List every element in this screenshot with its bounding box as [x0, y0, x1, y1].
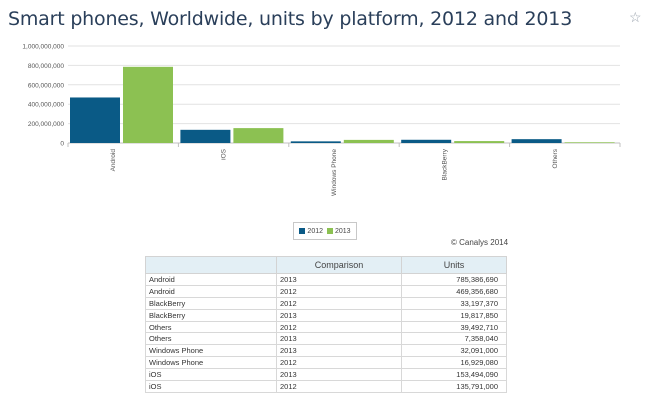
bar-others-2013 — [564, 142, 615, 143]
bar-android-2012 — [70, 97, 120, 143]
bar-windows-phone-2012 — [290, 141, 341, 143]
credit-text: © Canalys 2014 — [451, 238, 509, 247]
x-tick-label: BlackBerry — [441, 148, 448, 180]
table-cell-platform: iOS — [145, 368, 277, 382]
table-cell-units: 16,929,080 — [401, 356, 507, 370]
table-cell-comparison: 2012 — [276, 356, 402, 370]
legend-swatch-2013 — [327, 228, 333, 234]
table-cell-units: 469,356,680 — [401, 284, 507, 298]
table-cell-platform: Android — [145, 273, 277, 286]
table-cell-comparison: 2013 — [276, 273, 402, 286]
bar-android-2013 — [123, 66, 173, 143]
table-cell-comparison: 2012 — [276, 284, 402, 298]
table-cell-units: 785,386,690 — [401, 273, 507, 286]
table-cell-platform: Windows Phone — [145, 356, 277, 370]
table-row: Windows Phone 2013 32,091,000 — [145, 344, 507, 358]
table-row: Others 2012 39,492,710 — [145, 320, 507, 334]
table-cell-platform: Others — [145, 332, 277, 346]
table-cell-comparison: 2012 — [276, 296, 402, 310]
y-tick-label: 200,000,000 — [28, 121, 65, 128]
table-row: BlackBerry 2012 33,197,370 — [145, 296, 507, 310]
y-tick-label: 1,000,000,000 — [22, 44, 64, 51]
table-cell-units: 7,358,040 — [401, 332, 507, 346]
table-cell-units: 32,091,000 — [401, 344, 507, 358]
table-body: Android 2013 785,386,690 Android 2012 469,356… — [145, 273, 507, 393]
bar-blackberry-2012 — [401, 139, 452, 143]
table-cell-units: 153,494,090 — [401, 368, 507, 382]
y-tick-label: 400,000,000 — [28, 102, 65, 109]
table-cell-units: 39,492,710 — [401, 320, 507, 334]
table-header-units[interactable]: Units — [401, 256, 507, 274]
x-tick-label: Android — [110, 149, 117, 172]
table-cell-units: 135,791,000 — [401, 380, 507, 393]
bar-ios-2012 — [180, 129, 231, 143]
bar-ios-2013 — [233, 128, 284, 143]
x-tick-label: iOS — [221, 148, 228, 160]
legend-item-2012[interactable]: 2012 — [299, 228, 323, 235]
table-row: BlackBerry 2013 19,817,850 — [145, 308, 507, 322]
legend-item-2013[interactable]: 2013 — [327, 228, 351, 235]
table-row: Android 2013 785,386,690 — [145, 273, 507, 286]
table-cell-comparison: 2013 — [276, 332, 402, 346]
legend-swatch-2012 — [299, 228, 306, 234]
star-icon[interactable]: ☆ — [629, 9, 642, 25]
table-header-comparison[interactable]: Comparison — [276, 256, 402, 274]
bar-windows-phone-2013 — [343, 139, 394, 143]
legend-label-2012: 2012 — [307, 227, 323, 235]
chart-title: Smart phones, Worldwide, units by platfo… — [8, 8, 573, 30]
x-tick-label: Others — [552, 148, 559, 168]
table-cell-comparison: 2012 — [276, 320, 402, 334]
table-cell-platform: BlackBerry — [145, 308, 277, 322]
table-cell-platform: Others — [145, 320, 277, 334]
table-cell-units: 19,817,850 — [401, 308, 507, 322]
data-table: Comparison Units Android 2013 785,386,690 A… — [145, 256, 507, 393]
table-cell-comparison: 2013 — [276, 344, 402, 358]
table-cell-comparison: 2013 — [276, 308, 402, 322]
table-cell-units: 33,197,370 — [401, 296, 507, 310]
table-cell-comparison: 2012 — [276, 380, 402, 393]
bar-chart: 0 200,000,000 400,000,000 600,000,000 800,00… — [22, 44, 621, 196]
x-tick-label: Windows Phone — [331, 149, 338, 196]
legend-label-2013: 2013 — [335, 227, 351, 235]
table-header-platform — [145, 256, 277, 274]
table-cell-platform: BlackBerry — [145, 296, 277, 310]
table-row: iOS 2012 135,791,000 — [145, 380, 507, 393]
y-tick-label: 800,000,000 — [28, 63, 65, 70]
table-cell-platform: iOS — [145, 380, 277, 393]
y-tick-label: 600,000,000 — [28, 82, 65, 89]
y-tick-label: 0 — [60, 141, 64, 148]
table-cell-comparison: 2013 — [276, 368, 402, 382]
bar-blackberry-2013 — [454, 141, 505, 143]
bar-others-2012 — [511, 139, 562, 143]
table-cell-platform: Android — [145, 284, 277, 298]
table-row: Windows Phone 2012 16,929,080 — [145, 356, 507, 370]
table-row: Android 2012 469,356,680 — [145, 284, 507, 298]
chart-legend: 2012 2013 — [293, 222, 357, 240]
table-cell-platform: Windows Phone — [145, 344, 277, 358]
table-row: Others 2013 7,358,040 — [145, 332, 507, 346]
table-header-row: Comparison Units — [145, 256, 507, 274]
table-row: iOS 2013 153,494,090 — [145, 368, 507, 382]
